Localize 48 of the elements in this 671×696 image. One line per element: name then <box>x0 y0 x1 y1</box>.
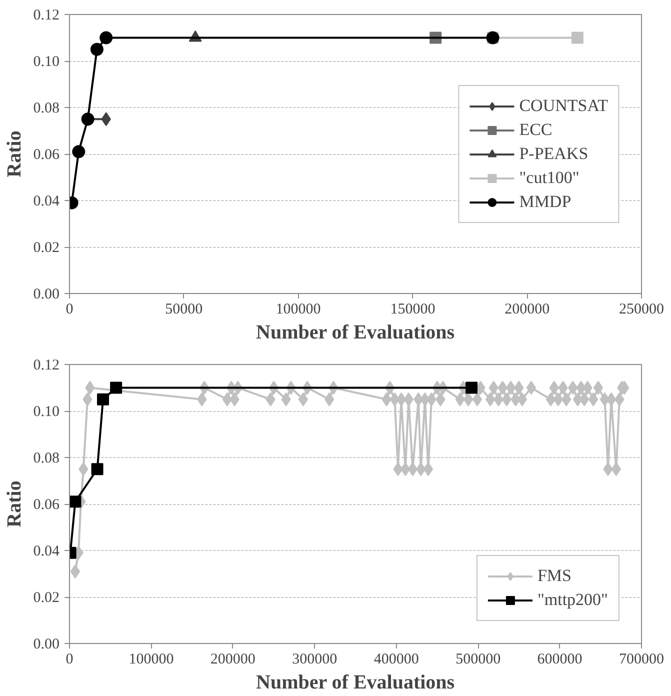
y-tick-label: 0.08 <box>33 450 60 466</box>
y-tick-label: 0.02 <box>33 590 60 606</box>
legend-label: "cut100" <box>519 168 580 188</box>
legend-label: FMS <box>537 566 572 586</box>
y-tick-label: 0.04 <box>33 194 60 210</box>
x-tick-label: 400000 <box>374 652 419 668</box>
x-tick-label: 250000 <box>619 302 664 318</box>
x-tick-label: 700000 <box>619 652 664 668</box>
point <box>100 31 113 44</box>
x-tick-label: 500000 <box>456 652 501 668</box>
y-tick-label: 0.10 <box>33 54 60 70</box>
y-tick-label: 0.00 <box>33 636 60 652</box>
y-tick-label: 0.02 <box>33 240 60 256</box>
x-tick-label: 200000 <box>210 652 256 668</box>
point <box>466 382 478 394</box>
point <box>90 42 104 56</box>
y-tick-label: 0.10 <box>33 404 60 420</box>
y-axis-title: Ratio <box>3 480 26 528</box>
point <box>70 496 82 508</box>
x-tick-label: 50000 <box>165 302 203 318</box>
y-tick-label: 0.00 <box>33 286 60 302</box>
x-tick-label: 0 <box>66 302 74 318</box>
y-tick-label: 0.08 <box>33 100 60 116</box>
point <box>91 463 104 476</box>
x-axis-title: Number of Evaluations <box>256 672 455 694</box>
legend-label: MMDP <box>519 192 572 212</box>
x-axis-title: Number of Evaluations <box>256 322 455 344</box>
x-tick-label: 300000 <box>292 652 338 668</box>
point <box>571 32 584 44</box>
x-tick-label: 600000 <box>537 652 582 668</box>
legend-label: P-PEAKS <box>519 144 588 164</box>
x-tick-label: 150000 <box>390 302 436 318</box>
y-tick-label: 0.06 <box>33 497 60 513</box>
point <box>72 145 86 158</box>
point <box>97 393 110 406</box>
legend-label: "mttp200" <box>537 590 608 610</box>
y-axis-title: Ratio <box>3 130 26 178</box>
legend-label: ECC <box>519 120 552 140</box>
y-tick-label: 0.04 <box>33 544 60 560</box>
y-tick-label: 0.12 <box>33 8 60 24</box>
y-tick-label: 0.12 <box>33 358 60 374</box>
x-tick-label: 0 <box>66 652 74 668</box>
x-tick-label: 100000 <box>276 302 321 318</box>
y-tick-label: 0.06 <box>33 147 60 163</box>
x-tick-label: 200000 <box>504 302 550 318</box>
legend-label: COUNTSAT <box>519 96 608 116</box>
point <box>110 382 122 394</box>
x-tick-label: 100000 <box>128 652 174 668</box>
